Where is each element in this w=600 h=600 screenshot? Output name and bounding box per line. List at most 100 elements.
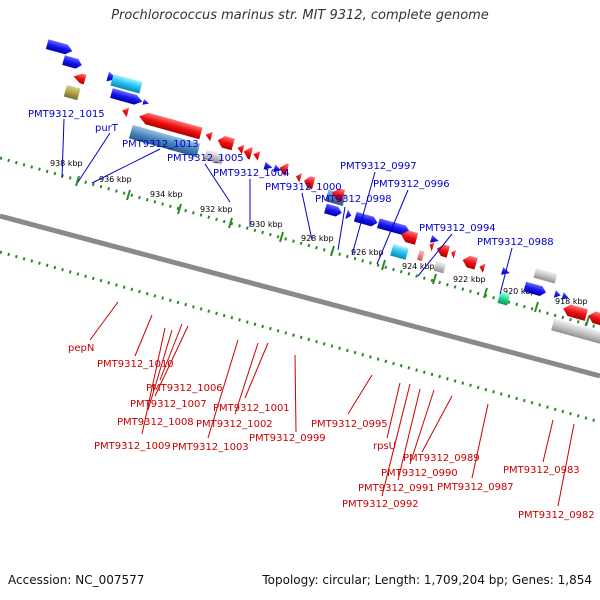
gene-forward[interactable] (142, 99, 150, 106)
gene-reverse[interactable] (216, 134, 235, 151)
reverse-leaders (89, 301, 575, 507)
gene-forward[interactable] (553, 290, 562, 299)
gene-reverse[interactable] (252, 149, 261, 161)
gene-label-rpsu[interactable]: rpsU (373, 441, 396, 452)
gene-forward[interactable] (353, 211, 379, 228)
gene-label-pmt9312-0990[interactable]: PMT9312_0990 (381, 468, 458, 479)
gene-misc[interactable] (433, 261, 447, 274)
gene-reverse[interactable] (242, 146, 253, 160)
gene-reverse[interactable] (72, 72, 87, 85)
genome-backbone (0, 213, 600, 379)
gene-forward[interactable] (110, 88, 144, 106)
gene-forward[interactable] (430, 234, 440, 245)
accession-text: Accession: NC_007577 (8, 573, 145, 587)
gene-label-pmt9312-0987[interactable]: PMT9312_0987 (437, 482, 514, 493)
tick-label: 920 kbp (503, 287, 536, 296)
gene-misc[interactable] (533, 267, 558, 284)
tick-labels: 938 kbp 936 kbp 934 kbp 932 kbp 930 kbp … (50, 159, 588, 306)
gene-forward[interactable] (523, 281, 547, 298)
gene-misc[interactable] (416, 250, 425, 262)
gene-reverse[interactable] (121, 106, 130, 118)
gene-reverse[interactable] (428, 241, 435, 252)
gene-label-pmt9312-1008[interactable]: PMT9312_1008 (117, 417, 194, 428)
gene-forward[interactable] (377, 218, 411, 236)
gene-label-pmt9312-0999[interactable]: PMT9312_0999 (249, 433, 326, 444)
gene-reverse[interactable] (138, 111, 203, 140)
major-ticks (75, 175, 590, 327)
gene-reverse[interactable] (461, 254, 478, 270)
gene-label-pmt9312-0989[interactable]: PMT9312_0989 (403, 453, 480, 464)
gene-forward[interactable] (561, 292, 570, 301)
tick-label: 926 kbp (351, 248, 384, 257)
gene-label-pepn[interactable]: pepN (68, 343, 94, 354)
gene-forward[interactable] (45, 39, 74, 56)
gene-label-pmt9312-1015[interactable]: PMT9312_1015 (28, 109, 105, 120)
reverse-labels: pepN PMT9312_1010 PMT9312_1006 PMT9312_1… (68, 343, 595, 521)
gene-label-pmt9312-0983[interactable]: PMT9312_0983 (503, 465, 580, 476)
gene-misc[interactable] (204, 149, 225, 165)
tick-label: 930 kbp (250, 220, 283, 229)
gene-label-pmt9312-1002[interactable]: PMT9312_1002 (196, 419, 273, 430)
gene-label-pmt9312-1006[interactable]: PMT9312_1006 (146, 383, 223, 394)
forward-leaders (61, 118, 513, 295)
tick-label: 932 kbp (200, 205, 233, 214)
gene-label-pmt9312-0995[interactable]: PMT9312_0995 (311, 419, 388, 430)
gene-reverse[interactable] (450, 249, 457, 259)
gene-reverse[interactable] (478, 262, 486, 273)
tick-label: 924 kbp (402, 262, 435, 271)
gene-label-pmt9312-0988[interactable]: PMT9312_0988 (477, 237, 554, 248)
gene-rna[interactable] (390, 243, 409, 260)
gene-misc[interactable] (551, 318, 600, 347)
gene-reverse[interactable] (330, 187, 346, 202)
gene-label-pmt9312-1000[interactable]: PMT9312_1000 (265, 182, 342, 193)
gene-rna[interactable] (110, 73, 143, 94)
gene-label-purt[interactable]: purT (95, 123, 119, 134)
gene-forward[interactable] (324, 203, 343, 218)
gene-label-pmt9312-0992[interactable]: PMT9312_0992 (342, 499, 419, 510)
tick-label: 938 kbp (50, 159, 83, 168)
gene-reverse[interactable] (400, 229, 419, 245)
gene-reverse[interactable] (302, 175, 316, 190)
tick-label: 936 kbp (99, 175, 132, 184)
reverse-genes (63, 72, 600, 347)
gene-label-pmt9312-1010[interactable]: PMT9312_1010 (97, 359, 174, 370)
gene-label-pmt9312-1007[interactable]: PMT9312_1007 (130, 399, 207, 410)
gene-label-pmt9312-0997[interactable]: PMT9312_0997 (340, 161, 417, 172)
gene-rna[interactable] (497, 291, 511, 306)
tick-label: 928 kbp (301, 234, 334, 243)
gene-forward[interactable] (501, 267, 511, 277)
gene-reverse[interactable] (236, 143, 245, 155)
gene-label-pmt9312-1001[interactable]: PMT9312_1001 (213, 403, 290, 414)
gene-reverse[interactable] (562, 303, 588, 321)
inner-tick-track (0, 250, 600, 424)
tick-label: 934 kbp (150, 190, 183, 199)
gene-reverse[interactable] (204, 130, 213, 142)
gene-label-pmt9312-0994[interactable]: PMT9312_0994 (419, 223, 496, 234)
gene-misc[interactable] (63, 84, 81, 101)
tick-label: 918 kbp (555, 297, 588, 306)
gene-reverse[interactable] (587, 310, 600, 329)
gene-misc[interactable] (128, 124, 201, 158)
gene-forward[interactable] (263, 161, 274, 172)
gene-label-pmt9312-0991[interactable]: PMT9312_0991 (358, 483, 435, 494)
gene-reverse[interactable] (435, 243, 450, 258)
gene-label-pmt9312-0998[interactable]: PMT9312_0998 (315, 194, 392, 205)
map-title: Prochlorococcus marinus str. MIT 9312, c… (111, 8, 489, 23)
gene-label-pmt9312-0982[interactable]: PMT9312_0982 (518, 510, 595, 521)
gene-forward[interactable] (273, 164, 282, 174)
gene-label-pmt9312-1013[interactable]: PMT9312_1013 (122, 139, 199, 150)
gene-forward[interactable] (62, 55, 83, 70)
forward-labels: PMT9312_1015 purT PMT9312_1013 PMT9312_1… (28, 109, 554, 248)
tick-label: 922 kbp (453, 275, 486, 284)
gene-label-pmt9312-1005[interactable]: PMT9312_1005 (167, 153, 244, 164)
gene-label-pmt9312-0996[interactable]: PMT9312_0996 (373, 179, 450, 190)
forward-genes-row1 (45, 39, 570, 301)
gene-reverse[interactable] (278, 162, 289, 176)
gene-label-pmt9312-1003[interactable]: PMT9312_1003 (172, 442, 249, 453)
gene-label-pmt9312-1004[interactable]: PMT9312_1004 (213, 168, 290, 179)
gene-forward[interactable] (345, 209, 352, 221)
gene-label-pmt9312-1009[interactable]: PMT9312_1009 (94, 441, 171, 452)
genome-summary-text: Topology: circular; Length: 1,709,204 bp… (262, 573, 592, 587)
gene-reverse[interactable] (295, 172, 303, 183)
